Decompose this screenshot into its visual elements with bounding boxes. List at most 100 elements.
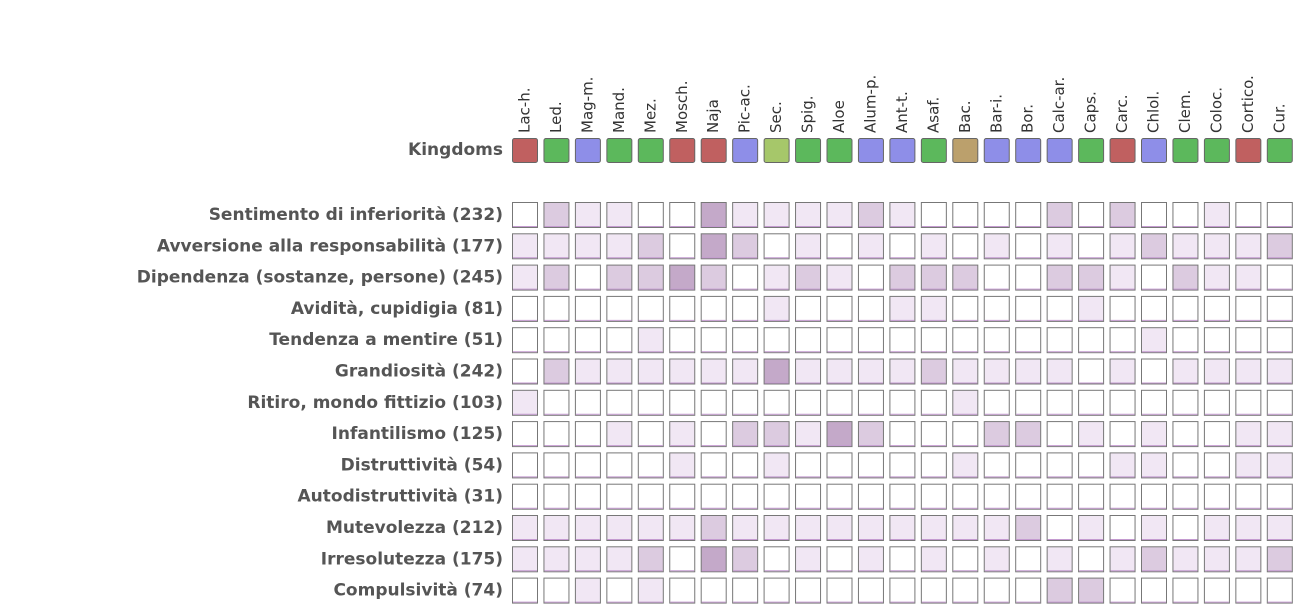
cell — [1109, 295, 1136, 322]
cell — [1046, 264, 1073, 291]
cell — [669, 515, 696, 541]
cell — [1109, 452, 1136, 479]
cell — [920, 358, 947, 385]
cell — [952, 452, 979, 479]
cell — [1046, 389, 1073, 416]
cell — [889, 452, 916, 479]
column-label: Caps. — [1082, 91, 1100, 133]
cell — [669, 421, 696, 448]
cell — [795, 327, 822, 354]
cell — [1235, 358, 1262, 385]
cell — [826, 264, 853, 291]
column-label: Carc. — [1113, 94, 1131, 133]
cell — [1203, 452, 1230, 479]
column-label: Naja — [704, 99, 722, 133]
cell — [857, 546, 884, 573]
cell — [512, 421, 538, 448]
cell — [1266, 202, 1293, 228]
cell — [700, 233, 727, 260]
cell — [920, 515, 947, 541]
cell — [1078, 483, 1105, 510]
cell — [669, 546, 696, 573]
cell — [1172, 389, 1199, 416]
cell — [732, 358, 759, 385]
cell — [920, 389, 947, 416]
cell — [983, 421, 1010, 448]
cell — [826, 515, 853, 541]
row-label: Sentimento di inferiorità (232) — [209, 205, 503, 225]
cell — [1203, 358, 1230, 385]
cell — [606, 233, 633, 260]
cell — [857, 515, 884, 541]
cell — [1109, 233, 1136, 260]
cell — [983, 546, 1010, 573]
cell — [637, 233, 664, 260]
cell — [826, 389, 853, 416]
cell — [889, 546, 916, 573]
cell — [889, 421, 916, 448]
cell — [1109, 264, 1136, 291]
cell — [1141, 389, 1167, 416]
row-label: Ritiro, mondo fittizio (103) — [247, 393, 503, 413]
cell — [1015, 358, 1042, 385]
kingdom-box — [952, 138, 979, 163]
cell — [1141, 327, 1167, 354]
kingdom-box — [1109, 138, 1136, 163]
column-label: Ant-t. — [893, 91, 911, 133]
cell — [826, 327, 853, 354]
cell — [1235, 515, 1262, 541]
cell — [889, 327, 916, 354]
cell — [920, 577, 947, 604]
cell — [1046, 421, 1073, 448]
cell — [543, 202, 570, 228]
cell — [826, 358, 853, 385]
kingdom-box — [1078, 138, 1105, 163]
cell — [1203, 264, 1230, 291]
cell — [795, 358, 822, 385]
cell — [512, 546, 538, 573]
cell — [983, 295, 1010, 322]
cell — [1078, 327, 1105, 354]
cell — [669, 358, 696, 385]
cell — [1172, 327, 1199, 354]
kingdom-box — [606, 138, 633, 163]
cell — [1078, 577, 1105, 604]
cell — [669, 233, 696, 260]
kingdom-box — [574, 138, 601, 163]
column-label: Spig. — [799, 96, 817, 134]
cell — [1235, 577, 1262, 604]
cell — [857, 358, 884, 385]
cell — [1203, 483, 1230, 510]
cell — [826, 202, 853, 228]
cell — [574, 264, 601, 291]
cell — [732, 295, 759, 322]
cell — [512, 483, 538, 510]
column-label: Asaf. — [924, 97, 942, 133]
cell — [1235, 264, 1262, 291]
cell — [732, 546, 759, 573]
cell — [669, 202, 696, 228]
cell — [637, 327, 664, 354]
cell — [795, 202, 822, 228]
cell — [637, 295, 664, 322]
column-label: Bac. — [956, 101, 974, 134]
cell — [920, 202, 947, 228]
cell — [512, 577, 538, 604]
cell — [1266, 515, 1293, 541]
cell — [512, 515, 538, 541]
cell — [857, 233, 884, 260]
cell — [606, 515, 633, 541]
cell — [1203, 546, 1230, 573]
cell — [732, 233, 759, 260]
cell — [1266, 577, 1293, 604]
cell — [1109, 358, 1136, 385]
cell — [920, 546, 947, 573]
cell — [920, 233, 947, 260]
cell — [1172, 233, 1199, 260]
cell — [574, 421, 601, 448]
cell — [1141, 546, 1167, 573]
kingdom-box — [1015, 138, 1042, 163]
cell — [763, 202, 790, 228]
cell — [700, 421, 727, 448]
kingdom-box — [1235, 138, 1262, 163]
